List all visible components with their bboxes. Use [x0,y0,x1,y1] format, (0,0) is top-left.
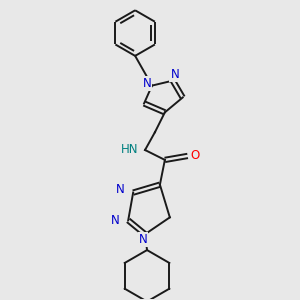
Text: N: N [139,233,147,246]
Text: N: N [170,68,179,81]
Text: HN: HN [121,142,138,155]
Text: O: O [190,149,199,162]
Text: N: N [110,214,119,227]
Text: N: N [116,183,124,196]
Text: N: N [143,77,152,90]
